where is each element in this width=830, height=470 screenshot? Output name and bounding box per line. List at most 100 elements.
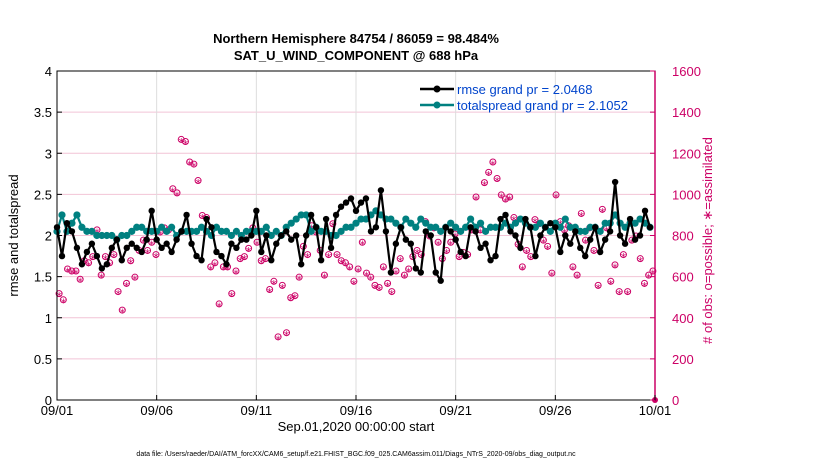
- totalspread-point: [546, 227, 554, 235]
- obs-possible-circle: [85, 259, 93, 267]
- obs-assimilated-star: *: [73, 268, 79, 281]
- obs-marker: *: [548, 269, 556, 283]
- totalspread-point: [103, 231, 111, 240]
- rmse-point: [646, 224, 654, 231]
- obs-marker: *: [59, 296, 67, 309]
- obs-assimilated-star: *: [322, 272, 328, 285]
- obs-marker: *: [295, 273, 303, 287]
- rmse-point: [412, 265, 419, 272]
- obs-possible-circle: [211, 259, 219, 267]
- obs-marker: *: [598, 205, 606, 219]
- obs-possible-circle: [64, 265, 72, 273]
- rmse-point: [592, 224, 599, 231]
- obs-marker: *: [573, 271, 581, 285]
- obs-possible-circle: [497, 191, 505, 199]
- obs-assimilated-star: *: [490, 159, 496, 172]
- obs-assimilated-star: *: [503, 196, 509, 209]
- obs-marker: *: [413, 246, 421, 260]
- obs-marker: *: [341, 259, 349, 272]
- rmse-point: [263, 232, 270, 239]
- rmse-point: [437, 277, 444, 284]
- obs-possible-circle: [232, 267, 240, 275]
- obs-possible-circle: [358, 238, 366, 246]
- obs-assimilated-star: *: [456, 253, 462, 266]
- rmse-point: [507, 228, 514, 235]
- totalspread-point: [511, 219, 520, 227]
- obs-marker: *: [114, 288, 122, 301]
- rmse-point: [582, 252, 589, 260]
- rmse-point: [397, 224, 405, 231]
- totalspread-point: [78, 223, 86, 231]
- rmse-point: [183, 211, 190, 219]
- obs-possible-circle: [215, 300, 223, 308]
- totalspread-point: [212, 223, 221, 231]
- rmse-point: [78, 261, 86, 268]
- y-tick-label-right: 800: [672, 229, 694, 244]
- totalspread-point: [561, 215, 569, 223]
- obs-assimilated-star: *: [389, 288, 395, 301]
- obs-assimilated-star: *: [267, 286, 273, 299]
- obs-marker: *: [118, 306, 126, 320]
- totalspread-point: [128, 227, 136, 235]
- obs-possible-circle: [400, 271, 408, 279]
- obs-possible-circle: [396, 255, 404, 263]
- totalspread-point: [387, 215, 395, 223]
- obs-possible-circle: [198, 211, 206, 219]
- obs-possible-circle: [325, 251, 333, 259]
- rmse-point: [621, 240, 629, 247]
- obs-possible-circle: [131, 273, 139, 281]
- obs-marker: *: [518, 263, 526, 276]
- rmse-point: [218, 252, 225, 260]
- rmse-point: [302, 232, 310, 239]
- obs-possible-circle: [118, 306, 126, 314]
- obs-marker: *: [304, 251, 312, 264]
- obs-marker: *: [228, 290, 236, 303]
- obs-marker: *: [367, 273, 375, 287]
- obs-assimilated-star: *: [574, 272, 580, 285]
- obs-assimilated-star: *: [469, 226, 475, 239]
- totalspread-point: [93, 231, 101, 240]
- axis-ticks: 0 0.5 1 1.5 2 2.5 3 3.5 4 0 200 400 600 800 1000 1200 14…: [34, 64, 701, 418]
- rmse-point: [133, 244, 140, 252]
- totalspread-point: [262, 223, 270, 231]
- y-tick-label-right: 1400: [672, 105, 701, 120]
- obs-possible-circle: [388, 288, 396, 296]
- obs-possible-circle: [169, 185, 177, 193]
- obs-possible-circle: [55, 290, 63, 298]
- rmse-point: [636, 232, 644, 239]
- rmse-point: [347, 195, 355, 202]
- totalspread-point: [427, 223, 435, 231]
- obs-assimilated-star: *: [482, 179, 488, 192]
- rmse-point: [278, 232, 285, 239]
- rmse-point: [173, 236, 180, 243]
- x-tick-label: 09/26: [539, 403, 572, 418]
- rmse-point: [387, 269, 395, 276]
- rmse-point: [362, 195, 370, 202]
- obs-possible-circle: [207, 263, 215, 271]
- rmse-point: [138, 248, 145, 256]
- obs-marker: *: [447, 238, 455, 252]
- obs-possible-circle: [489, 158, 497, 166]
- rmse-point: [248, 232, 255, 239]
- obs-possible-circle: [337, 257, 345, 265]
- rmse-point: [552, 224, 559, 231]
- totalspread-point: [347, 223, 355, 231]
- obs-assimilated-star: *: [402, 272, 408, 285]
- totalspread-point: [232, 227, 240, 235]
- obs-possible-circle: [615, 288, 623, 296]
- obs-possible-circle: [413, 246, 421, 254]
- totalspread-point: [58, 211, 66, 219]
- rmse-point: [233, 244, 240, 252]
- obs-assimilated-star: *: [435, 239, 441, 252]
- rmse-point: [198, 256, 205, 264]
- obs-marker: *: [173, 189, 181, 202]
- x-tick-label: 09/11: [241, 403, 273, 418]
- obs-assimilated-star: *: [178, 136, 184, 149]
- obs-marker: *: [346, 263, 354, 276]
- obs-possible-circle: [266, 286, 274, 294]
- obs-assimilated-star: *: [406, 265, 412, 278]
- obs-assimilated-star: *: [246, 245, 252, 258]
- obs-marker: *: [131, 273, 139, 287]
- obs-assimilated-star: *: [191, 161, 197, 174]
- y-tick-label-left: 0.5: [34, 352, 52, 367]
